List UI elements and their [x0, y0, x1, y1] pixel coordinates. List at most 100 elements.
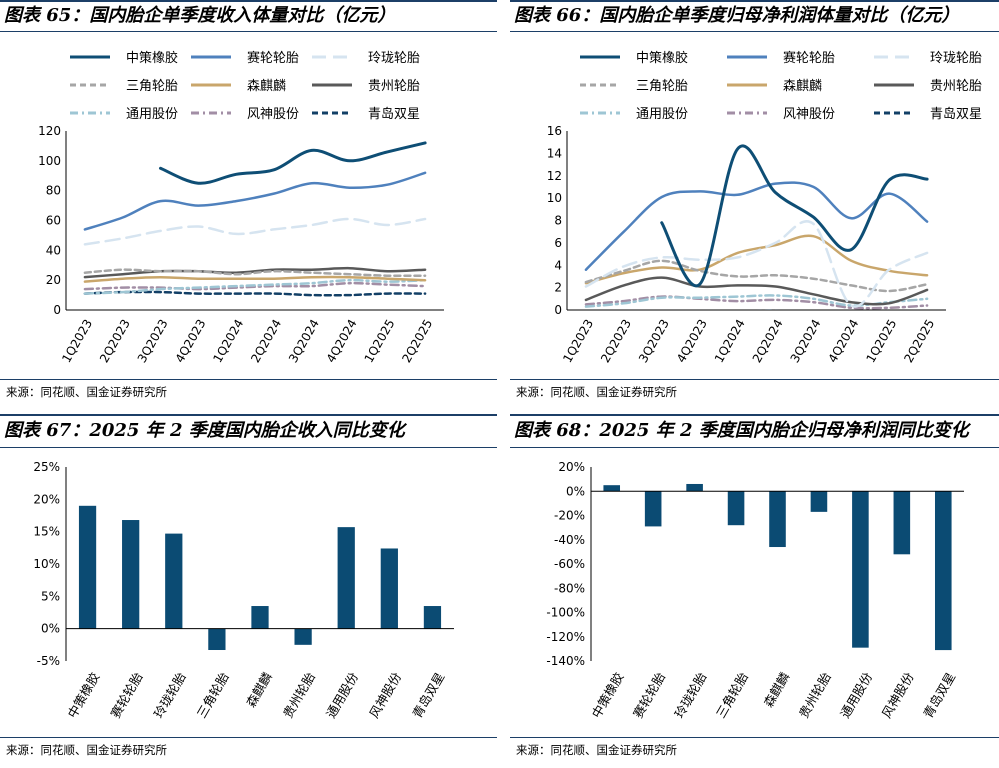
figure-68-source: 来源：同花顺、国金证券研究所	[516, 743, 677, 757]
x-tick-label: 2Q2024	[248, 317, 284, 365]
series-line	[83, 266, 427, 279]
y-tick-label: 8	[554, 214, 562, 228]
bar	[122, 520, 140, 629]
legend-item: 风神股份	[727, 107, 835, 122]
x-tick-label: 3Q2023	[135, 317, 171, 365]
bar	[294, 628, 312, 645]
x-tick-label: 4Q2023	[674, 317, 710, 365]
series-line	[756, 309, 783, 310]
x-tick-label: 3Q2024	[788, 317, 824, 365]
y-tick-label: -100%	[546, 606, 585, 620]
bar	[208, 628, 226, 651]
series-line	[584, 276, 929, 306]
legend-item: 三角轮胎	[580, 79, 688, 94]
figure-67-chart: -5% 0% 5% 10% 15% 20% 25% 中策橡胶 赛轮轮胎 玲珑轮胎 三角轮胎 森麒麟 贵州…	[33, 460, 454, 721]
x-tick-label: 4Q2024	[324, 317, 360, 365]
y-tick-label: 12	[547, 169, 562, 183]
x-category-label: 赛轮轮胎	[630, 669, 668, 720]
bar	[644, 491, 662, 527]
y-tick-label: 20%	[33, 492, 60, 506]
y-tick-label: 0	[53, 303, 61, 317]
series-line	[584, 295, 929, 310]
y-tick-label: 25%	[33, 460, 60, 474]
x-category-label: 中策橡胶	[64, 670, 102, 721]
y-tick-label: -80%	[554, 581, 585, 595]
x-tick-label: 4Q2023	[173, 317, 209, 365]
bar	[603, 485, 621, 492]
y-tick-label: 0%	[566, 484, 585, 498]
bar	[251, 606, 269, 629]
x-category-label: 玲珑轮胎	[672, 669, 710, 720]
figure-65-source: 来源：同花顺、国金证券研究所	[6, 385, 167, 399]
bar	[769, 491, 786, 548]
y-tick-label: 10	[547, 191, 562, 205]
panel-top-rule	[0, 414, 497, 416]
bar	[78, 505, 97, 629]
y-tick-label: 40	[46, 243, 61, 257]
legend-item: 中策橡胶	[70, 50, 178, 66]
x-tick-label: 3Q2023	[636, 317, 672, 365]
series-line	[584, 234, 929, 285]
y-tick-label: 5%	[41, 589, 60, 603]
figure-68-panel: 图表 68：2025 年 2 季度国内胎企归母净利润同比变化 -140% -120…	[510, 414, 999, 768]
x-tick-label: 1Q2023	[59, 317, 95, 365]
legend-item: 青岛双星	[312, 106, 420, 122]
x-tick-label: 3Q2024	[286, 317, 322, 365]
x-category-label: 风神股份	[366, 669, 404, 720]
figure-65-panel: 图表 65：国内胎企单季度收入体量对比（亿元） 中策橡胶 赛轮轮胎 玲珑轮胎 三角轮胎…	[0, 0, 497, 408]
x-tick-label: 1Q2024	[712, 317, 748, 365]
legend-item: 赛轮轮胎	[727, 50, 835, 66]
x-category-label: 中策橡胶	[589, 670, 627, 721]
x-tick-label: 2Q2024	[750, 317, 786, 365]
y-tick-label: -20%	[554, 509, 585, 523]
bar	[380, 548, 398, 629]
legend-item: 青岛双星	[874, 106, 982, 122]
source-rule	[510, 379, 999, 380]
x-tick-label: 2Q2025	[901, 317, 937, 365]
figure-67-panel: 图表 67：2025 年 2 季度国内胎企收入同比变化 -5% 0% 5% 10% 15…	[0, 414, 497, 768]
x-tick-label: 2Q2025	[399, 317, 435, 365]
legend-item: 贵州轮胎	[874, 79, 982, 94]
y-tick-label: 20%	[558, 460, 585, 474]
legend-label: 青岛双星	[930, 106, 982, 122]
x-tick-label: 1Q2025	[863, 317, 899, 365]
bar	[686, 483, 703, 492]
y-tick-label: 100	[38, 154, 61, 168]
bar	[727, 491, 745, 526]
bar	[934, 491, 952, 651]
x-category-label: 赛轮轮胎	[108, 669, 146, 720]
legend-item: 玲珑轮胎	[312, 51, 420, 66]
series-line	[83, 268, 427, 278]
legend-label: 赛轮轮胎	[247, 50, 299, 66]
legend-label: 森麒麟	[247, 78, 286, 94]
y-tick-label: 120	[38, 124, 61, 138]
y-tick-label: 14	[547, 146, 562, 160]
figure-68-title: 图表 68：2025 年 2 季度国内胎企归母净利润同比变化	[514, 420, 969, 441]
bar	[423, 606, 442, 629]
y-tick-label: 60	[46, 214, 61, 228]
y-tick-label: -40%	[554, 533, 585, 547]
series-line	[584, 294, 929, 308]
legend-label: 风神股份	[247, 107, 299, 122]
figure-68-chart: -140% -120% -100% -80% -60% -40% -20% 0% 20% 中策橡胶…	[546, 460, 964, 721]
legend-label: 通用股份	[636, 107, 688, 122]
y-tick-label: -5%	[37, 654, 60, 668]
x-tick-label: 1Q2024	[210, 317, 246, 365]
series-line	[584, 220, 929, 308]
y-tick-label: 0%	[41, 622, 60, 636]
x-tick-label: 1Q2023	[560, 317, 596, 365]
plot-area	[584, 144, 929, 310]
x-category-label: 森麒麟	[761, 669, 793, 709]
x-tick-label: 2Q2023	[598, 317, 634, 365]
x-category-label: 青岛双星	[920, 670, 958, 721]
title-underline	[510, 447, 999, 448]
x-category-label: 三角轮胎	[713, 669, 751, 720]
title-underline	[0, 447, 497, 448]
bar	[852, 491, 869, 648]
panel-top-rule	[510, 0, 999, 2]
legend-item: 玲珑轮胎	[874, 51, 982, 66]
y-tick-label: -60%	[554, 557, 585, 571]
legend-item: 三角轮胎	[70, 79, 178, 94]
